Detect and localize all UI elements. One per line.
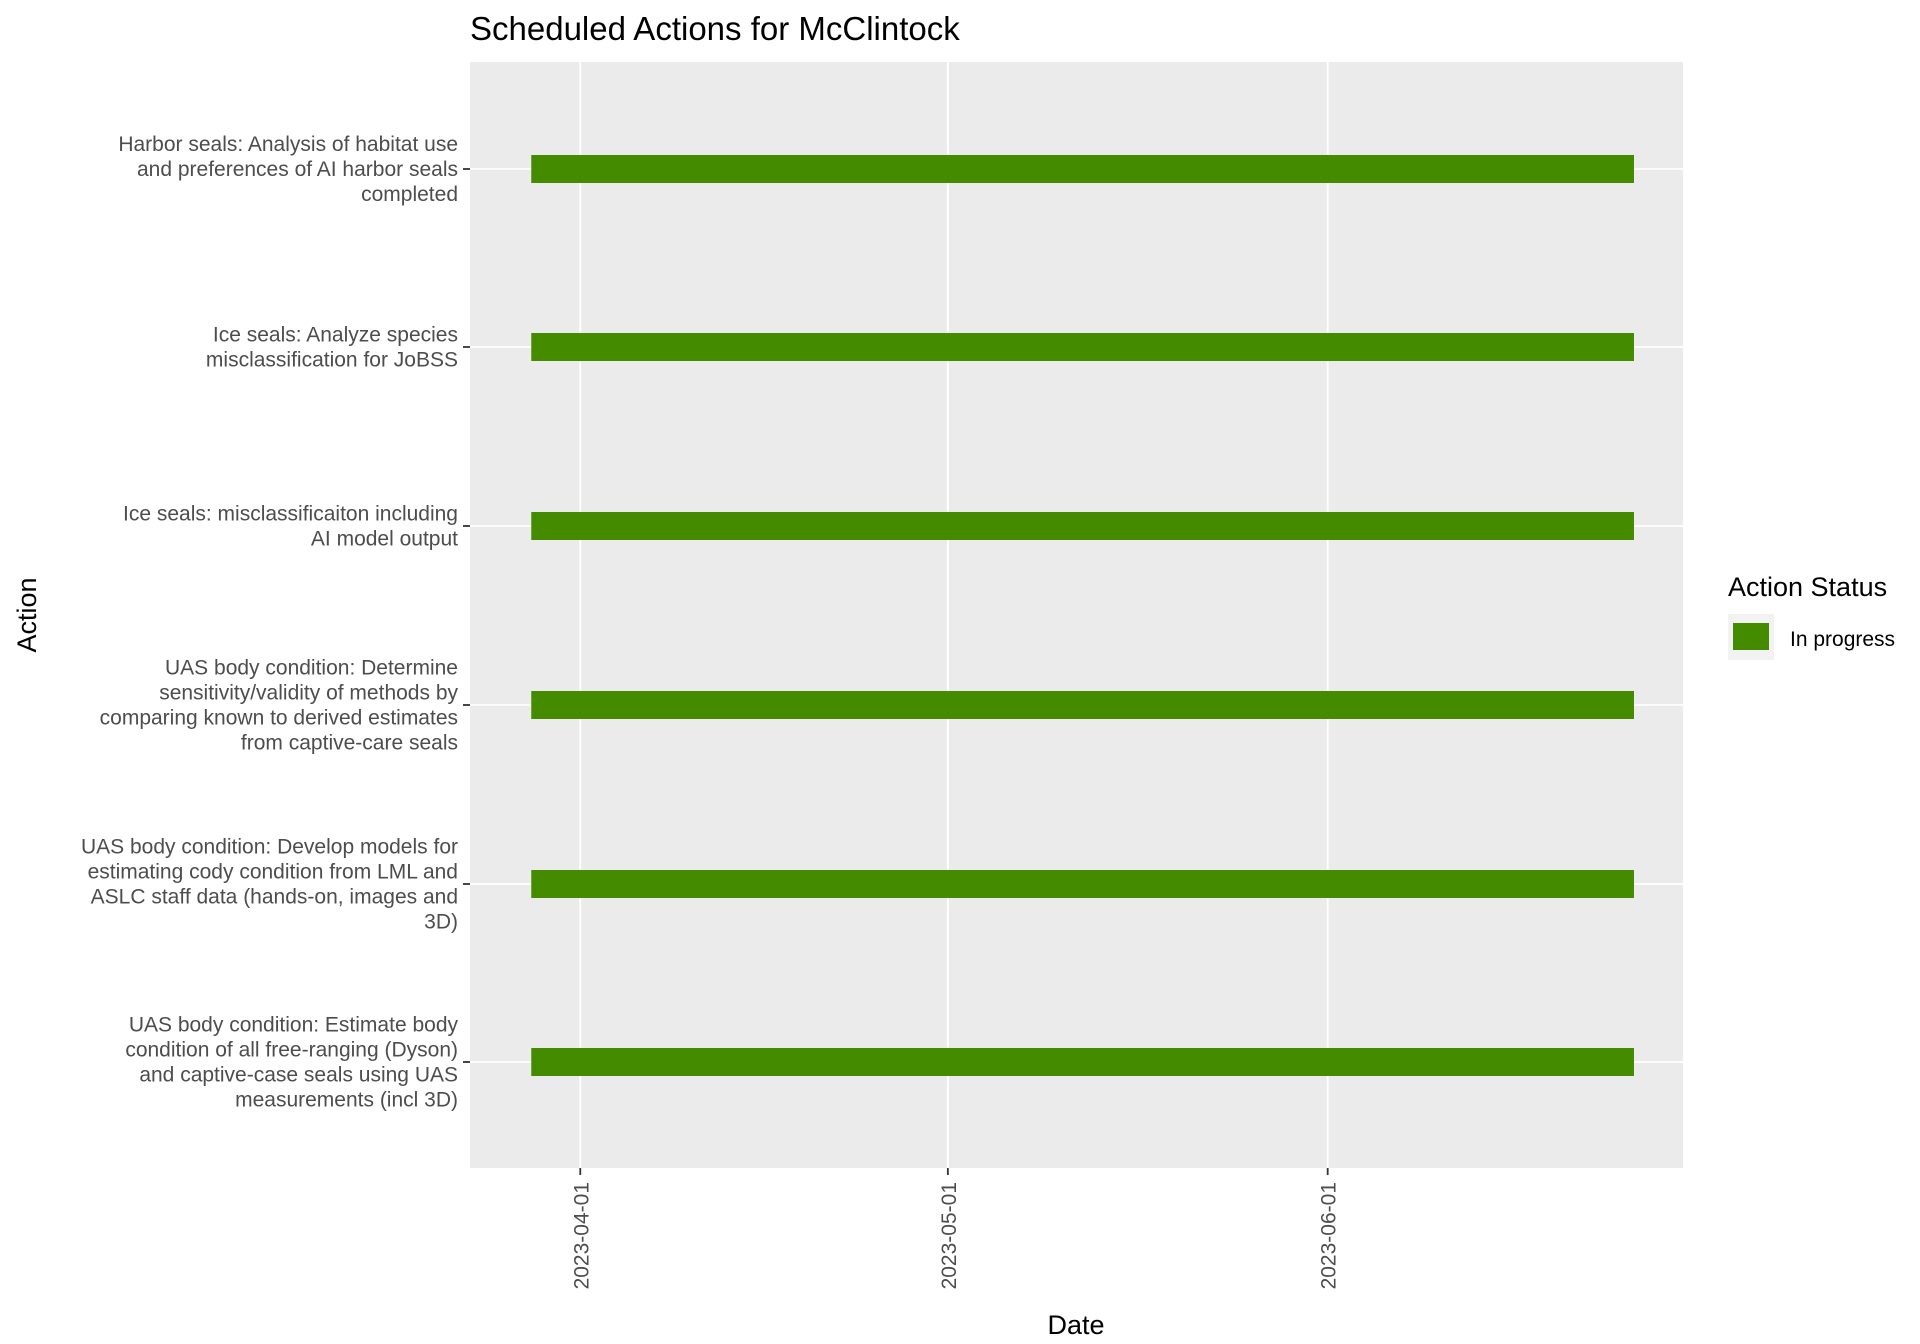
legend-title: Action Status — [1728, 572, 1887, 602]
gantt-bar — [531, 512, 1634, 540]
y-tick-label: Harbor seals: Analysis of habitat use and… — [118, 133, 458, 206]
gantt-bar — [531, 691, 1634, 719]
y-tick-label: UAS body condition: Develop models for es… — [81, 836, 458, 934]
y-tick-label: Ice seals: Analyze species misclassificat… — [206, 324, 458, 372]
x-tick-label: 2023-05-01 — [938, 1182, 961, 1289]
gantt-bar — [531, 155, 1634, 183]
legend-swatch-in-progress — [1733, 623, 1769, 650]
chart-title: Scheduled Actions for McClintock — [470, 10, 960, 47]
legend-label-in-progress: In progress — [1790, 628, 1895, 651]
y-tick-label: Ice seals: misclassificaiton including AI… — [123, 503, 458, 551]
gantt-bar — [531, 870, 1634, 898]
bars — [531, 155, 1634, 1076]
legend: Action Status In progress — [1728, 572, 1895, 660]
x-tick-label: 2023-04-01 — [570, 1182, 593, 1289]
y-tick-labels: Harbor seals: Analysis of habitat use and… — [81, 133, 470, 1112]
y-tick-label: UAS body condition: Determine sensitivity… — [100, 657, 459, 755]
gantt-bar — [531, 1048, 1634, 1076]
gantt-bar — [531, 333, 1634, 361]
x-tick-label: 2023-06-01 — [1318, 1182, 1341, 1289]
y-axis-title: Action — [12, 577, 42, 652]
x-axis-title: Date — [1047, 1310, 1104, 1340]
y-tick-label: UAS body condition: Estimate body conditi… — [125, 1014, 458, 1112]
x-tick-labels: 2023-04-01 2023-05-01 2023-06-01 — [570, 1168, 1341, 1289]
plot-panel — [470, 62, 1683, 1168]
